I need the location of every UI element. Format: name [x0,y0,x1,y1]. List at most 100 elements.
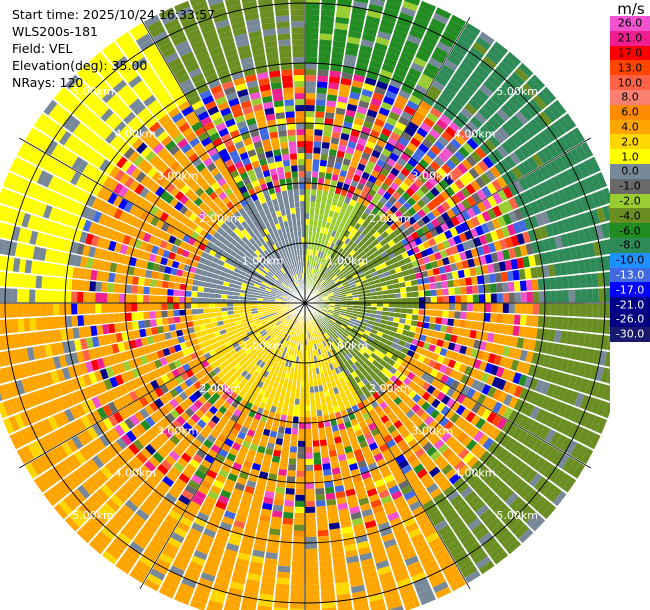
range-bin [289,397,295,405]
range-bin [203,439,214,449]
range-bin [25,425,38,442]
range-bin [301,374,305,381]
range-bin [346,171,355,180]
range-bin [217,527,231,537]
range-bin [465,219,475,230]
range-bin [315,349,319,356]
range-bin [383,177,393,187]
range-bin [357,270,364,276]
range-bin [365,180,374,189]
range-bin [595,257,604,272]
range-bin [370,310,377,314]
range-bin [0,368,4,384]
range-bin [42,402,53,417]
range-bin [319,565,333,573]
range-bin [342,158,351,166]
range-bin [449,369,459,379]
range-bin [264,403,272,412]
range-bin [386,410,396,420]
range-bin [91,455,104,469]
range-bin [398,137,410,147]
range-bin [32,440,45,456]
range-bin [450,494,463,507]
range-bin [311,332,315,339]
range-bin [230,493,242,503]
range-bin [356,351,363,358]
range-bin [355,454,365,463]
range-bin [372,473,383,482]
range-bin [514,524,530,539]
range-bin [161,310,168,318]
range-bin [305,183,311,190]
range-bin [297,452,305,459]
range-bin [308,326,312,333]
range-bin [385,371,394,379]
range-bin [399,313,407,319]
range-bin [356,540,370,550]
range-bin [555,317,563,330]
range-bin [361,377,369,386]
range-bin [313,153,321,160]
range-bin [356,106,368,115]
range-bin [509,440,521,454]
range-bin [279,316,286,321]
range-bin [442,563,458,576]
range-bin [261,575,276,584]
range-bin [365,250,373,257]
range-bin [181,577,197,589]
range-bin [246,579,260,588]
range-bin [338,175,346,183]
range-bin [322,346,327,354]
range-bin [496,313,503,324]
range-bin [566,232,575,247]
range-bin [25,409,37,425]
range-bin [284,312,290,316]
range-bin [209,298,216,303]
range-bin [9,381,20,397]
range-bin [253,318,261,323]
range-bin [305,380,310,387]
range-bin [428,323,436,330]
range-bin [143,286,150,295]
range-bin [204,318,211,324]
range-bin [532,291,539,303]
range-bin [284,334,289,341]
range-bin [362,412,371,421]
range-bin [553,470,567,486]
range-bin [400,84,414,95]
range-bin [403,377,412,386]
range-bin [297,320,301,327]
range-bin [59,303,66,316]
range-bin [388,312,395,317]
range-bin [393,396,403,406]
range-bin [350,220,357,228]
range-bin [229,447,239,457]
range-bin [338,423,346,431]
range-bin [58,480,72,495]
range-bin [185,315,193,322]
range-bin [294,398,300,405]
range-bin [247,317,254,322]
range-bin [412,303,419,309]
range-bin [484,253,493,264]
range-bin [373,367,381,375]
range-bin [394,308,401,313]
range-bin [310,356,315,363]
range-bin [277,474,287,482]
range-bin [101,303,108,314]
range-bin [179,342,188,350]
range-bin [319,553,332,561]
range-bin [500,488,514,502]
range-bin [376,158,386,168]
range-bin [363,247,371,254]
range-bin [297,368,302,375]
range-bin [328,337,334,344]
range-bin [342,183,350,191]
range-bin [502,346,511,357]
range-bin [288,329,293,336]
range-bin [327,216,333,223]
range-bin [326,338,331,345]
range-bin [432,123,445,135]
range-bin [283,433,291,441]
